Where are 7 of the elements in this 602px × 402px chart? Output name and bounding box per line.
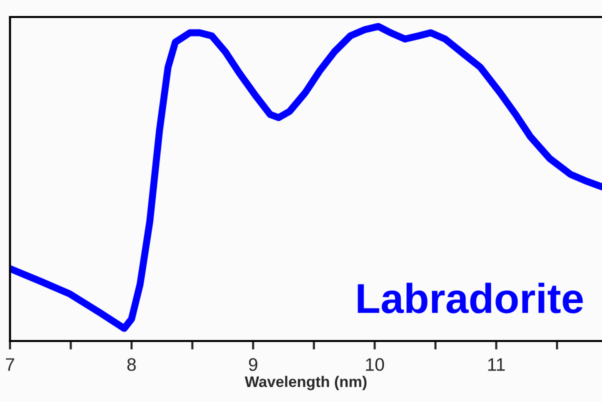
x-tick-label: 9 <box>248 358 258 371</box>
x-tick-label: 8 <box>127 358 136 371</box>
x-tick-label: 10 <box>366 358 384 371</box>
x-axis-title: Wavelength (nm) <box>244 376 366 390</box>
x-tick-label: 7 <box>6 358 14 371</box>
annotation: Labradorite <box>358 282 583 314</box>
x-tick-label: 11 <box>488 358 505 371</box>
